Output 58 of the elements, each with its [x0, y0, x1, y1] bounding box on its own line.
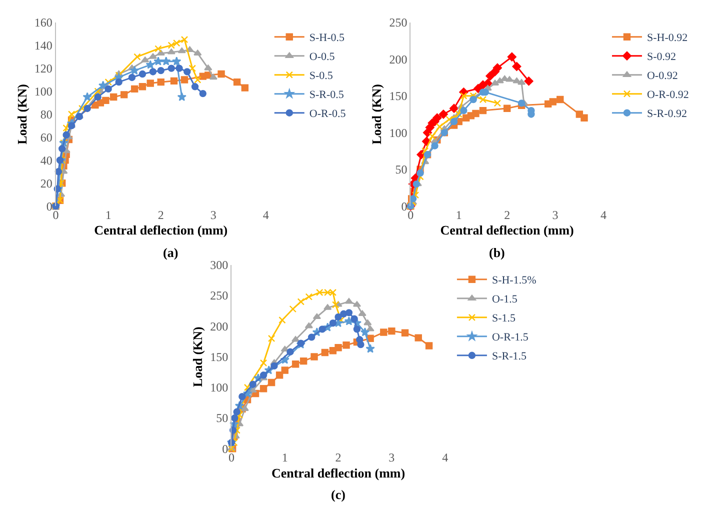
y-tick-label: 100: [34, 84, 52, 98]
text: (a): [163, 245, 178, 260]
x-tick-label: 2: [504, 208, 510, 222]
y-tick-label: 80: [40, 107, 52, 122]
legend-label: S-0.92: [646, 51, 676, 64]
x-tick-label: 2: [158, 208, 164, 222]
x-tick-label: 4: [262, 208, 269, 222]
y-axis-title: Load (KN): [14, 84, 30, 144]
y-tick-label: 0: [401, 199, 408, 214]
y-tick-label: 250: [389, 16, 408, 30]
x-axis-title: Central deflection (mm): [440, 222, 574, 238]
legend-label: S-R-0.5: [309, 89, 344, 102]
legend-label: O-0.92: [646, 70, 678, 82]
y-tick-label: 50: [395, 162, 408, 177]
legend-label: O-R-1.5: [492, 332, 529, 344]
x-axis-title: Central deflection (mm): [94, 222, 228, 238]
y-tick-label: 0: [222, 442, 228, 456]
y-tick-label: 120: [34, 61, 52, 76]
x-tick-label: 3: [388, 450, 395, 465]
y-tick-label: 50: [216, 411, 228, 426]
x-tick-label: 1: [105, 208, 112, 222]
legend-label: S-1.5: [492, 312, 516, 325]
x-tick-label: 1: [456, 208, 462, 222]
legend-label: O-0.5: [309, 51, 336, 64]
legend-label: S-R-1.5: [492, 350, 527, 363]
x-axis-title: Central deflection (mm): [271, 465, 406, 480]
y-tick-label: 20: [40, 176, 52, 190]
y-axis-title: Load (KN): [190, 326, 206, 387]
y-tick-label: 150: [389, 89, 408, 104]
y-tick-label: 100: [210, 380, 228, 395]
y-tick-label: 140: [34, 38, 52, 53]
y-tick-label: 200: [389, 52, 408, 66]
y-tick-label: 40: [40, 153, 52, 168]
legend-label: O-1.5: [492, 294, 518, 306]
y-tick-label: 150: [210, 350, 228, 364]
y-axis-title: Load (KN): [369, 84, 384, 144]
legend-label: O-R-0.5: [309, 108, 346, 120]
legend-label: S-H-0.5: [309, 32, 346, 44]
text: (b): [489, 245, 505, 260]
y-tick-label: 200: [210, 319, 228, 334]
y-tick-label: 60: [40, 130, 52, 144]
y-tick-label: 0: [46, 199, 52, 214]
y-tick-label: 250: [210, 288, 228, 303]
text: (c): [331, 487, 346, 502]
x-tick-label: 4: [600, 208, 607, 222]
legend-label: S-H-1.5%: [492, 274, 536, 287]
y-tick-label: 100: [389, 126, 408, 140]
y-tick-label: 160: [34, 16, 52, 30]
legend-label: S-0.5: [309, 70, 334, 82]
x-tick-label: 4: [442, 450, 448, 465]
legend-label: O-R-0.92: [646, 89, 689, 102]
y-tick-label: 300: [210, 258, 228, 272]
x-tick-label: 1: [282, 450, 288, 465]
x-tick-label: 3: [552, 208, 558, 222]
x-tick-label: 3: [210, 208, 216, 222]
legend-label: S-H-0.92: [646, 32, 688, 44]
legend-label: S-R-0.92: [646, 108, 688, 120]
x-tick-label: 2: [335, 450, 342, 465]
